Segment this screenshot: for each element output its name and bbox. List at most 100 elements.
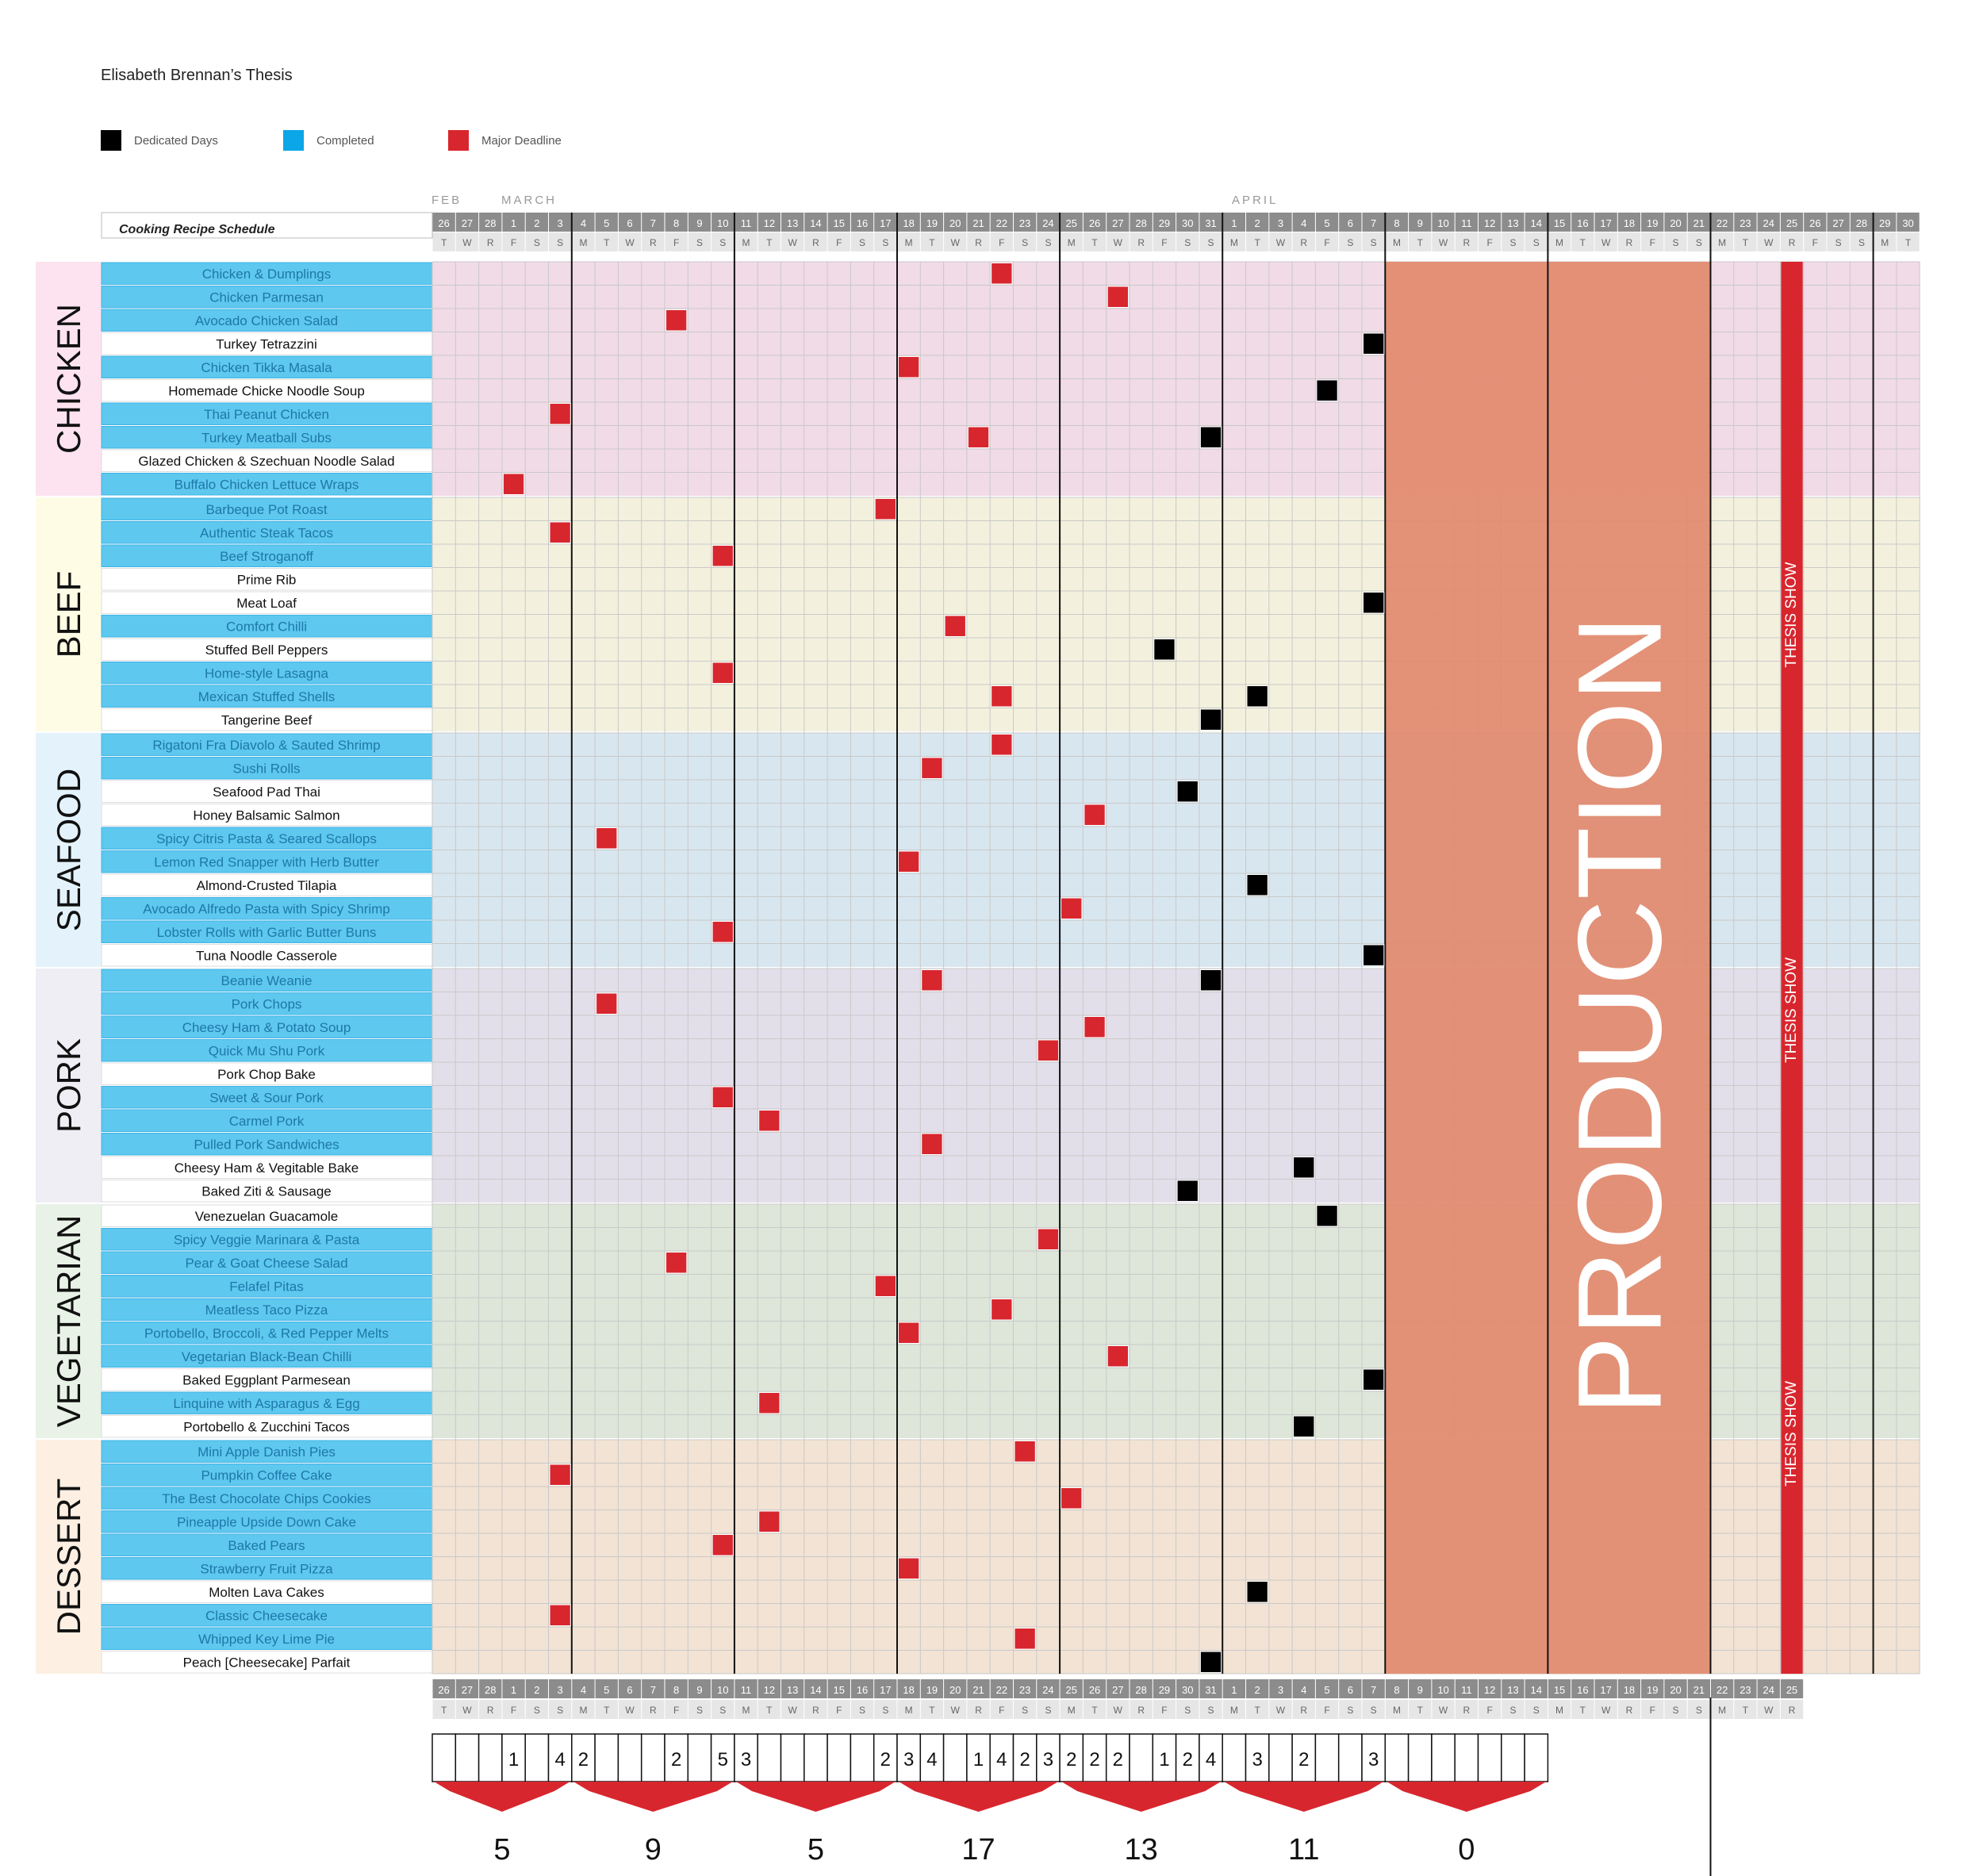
footer-day-number: 27 (462, 1684, 473, 1696)
recipe-label-box (101, 1251, 433, 1274)
footer-weekday: S (1184, 1705, 1191, 1716)
recipe-label-box (101, 1464, 433, 1487)
header-weekday-cell (1362, 232, 1385, 251)
recipe-label-box (101, 1204, 433, 1227)
header-day-number-cell (897, 213, 920, 232)
header-day-number-cell (758, 213, 781, 232)
recipe-name: Pork Chops (232, 996, 302, 1011)
header-weekday-cell (897, 232, 920, 251)
recipe-label-box (101, 1156, 433, 1179)
major-deadline-marker (944, 615, 966, 637)
header-day-number: 8 (673, 217, 679, 229)
dedicated-day-marker (1246, 1581, 1268, 1603)
major-deadline-marker (921, 757, 943, 779)
month-label-april: APRIL (1232, 194, 1279, 207)
recipe-name: Pumpkin Coffee Cake (201, 1467, 332, 1483)
footer-day-number-cell (1734, 1679, 1757, 1698)
daily-count-value: 2 (1019, 1749, 1030, 1770)
footer-day-number-cell (502, 1679, 525, 1698)
header-day-number: 1 (1231, 217, 1237, 229)
header-weekday: M (1068, 237, 1076, 248)
major-deadline-marker (967, 426, 990, 448)
daily-count-value: 4 (996, 1749, 1007, 1770)
header-weekday-cell (525, 232, 548, 251)
category-band (36, 733, 102, 967)
major-deadline-marker (921, 1133, 943, 1155)
footer-weekday: S (557, 1705, 563, 1716)
major-deadline-marker (1037, 1039, 1060, 1061)
footer-day-number-cell (1339, 1679, 1362, 1698)
header-weekday-cell (1083, 232, 1107, 251)
recipe-name: Quick Mu Shu Pork (209, 1043, 325, 1058)
header-weekday: S (1022, 237, 1028, 248)
header-weekday-cell (1711, 232, 1734, 251)
legend-label-deadline: Major Deadline (481, 133, 562, 148)
category-label: BEEF (50, 571, 87, 658)
header-day-number: 30 (1182, 217, 1193, 229)
recipe-name: Buffalo Chicken Lettuce Wraps (175, 477, 359, 492)
footer-day-number: 20 (949, 1684, 961, 1696)
footer-weekday: S (1208, 1705, 1214, 1716)
header-day-number: 20 (1670, 217, 1681, 229)
header-weekday-cell (502, 232, 525, 251)
footer-day-number-cell (1362, 1679, 1385, 1698)
recipe-name: Authentic Steak Tacos (200, 525, 333, 540)
header-weekday: T (1254, 237, 1260, 248)
daily-count-value: 3 (1368, 1749, 1379, 1770)
header-weekday: S (1673, 237, 1679, 248)
recipe-label-box (101, 426, 433, 449)
daily-count-value: 1 (508, 1749, 519, 1770)
footer-weekday-cell (1315, 1700, 1339, 1719)
recipe-name: Chicken Parmesan (209, 290, 324, 305)
header-day-number: 6 (1348, 217, 1353, 229)
header-weekday-cell (1107, 232, 1130, 251)
daily-count-value: 2 (880, 1749, 891, 1770)
footer-weekday: W (1114, 1705, 1123, 1716)
week-total-arrow (573, 1782, 733, 1812)
header-day-number: 12 (1484, 217, 1495, 229)
header-weekday-cell (1339, 232, 1362, 251)
footer-weekday-cell (874, 1700, 897, 1719)
recipe-name: Homemade Chicke Noodle Soup (168, 383, 365, 398)
footer-day-number: 26 (438, 1684, 449, 1696)
header-weekday: M (742, 237, 750, 248)
header-day-number: 22 (1716, 217, 1728, 229)
recipe-name: Honey Balsamic Salmon (193, 808, 339, 823)
footer-weekday-cell (850, 1700, 874, 1719)
footer-weekday-cell (1641, 1700, 1664, 1719)
production-label: PRODUCTION (1553, 616, 1686, 1415)
footer-day-number: 4 (581, 1684, 586, 1696)
major-deadline-marker (596, 992, 618, 1015)
recipe-name: Comfort Chilli (226, 619, 307, 634)
footer-day-number-cell (712, 1679, 735, 1698)
recipe-name: Mexican Stuffed Shells (198, 689, 336, 704)
footer-weekday-cell (758, 1700, 781, 1719)
header-weekday-cell (1315, 232, 1339, 251)
footer-weekday: T (1743, 1705, 1749, 1716)
week-total-arrow (1387, 1782, 1547, 1812)
footer-day-number: 3 (1278, 1684, 1283, 1696)
header-weekday-cell (642, 232, 665, 251)
footer-day-number-cell (595, 1679, 618, 1698)
footer-weekday: W (951, 1705, 961, 1716)
footer-weekday-cell (1292, 1700, 1315, 1719)
header-weekday: S (1347, 237, 1353, 248)
header-day-number-cell (1897, 213, 1920, 232)
footer-day-number-cell (735, 1679, 758, 1698)
header-weekday: F (1324, 237, 1329, 248)
footer-weekday: R (1789, 1705, 1796, 1716)
header-weekday: W (951, 237, 961, 248)
footer-day-number-cell (1385, 1679, 1409, 1698)
header-weekday-cell (1385, 232, 1409, 251)
daily-count-value: 2 (578, 1749, 589, 1770)
header-weekday: R (1463, 237, 1471, 248)
week-total-arrow (434, 1782, 570, 1812)
header-day-number-cell (920, 213, 944, 232)
header-day-number-cell (1315, 213, 1339, 232)
footer-day-number: 22 (996, 1684, 1007, 1696)
header-day-number-cell (874, 213, 897, 232)
recipe-name: Whipped Key Lime Pie (198, 1632, 335, 1647)
header-weekday: S (696, 237, 703, 248)
header-day-number: 26 (1089, 217, 1100, 229)
header-weekday-cell (595, 232, 618, 251)
